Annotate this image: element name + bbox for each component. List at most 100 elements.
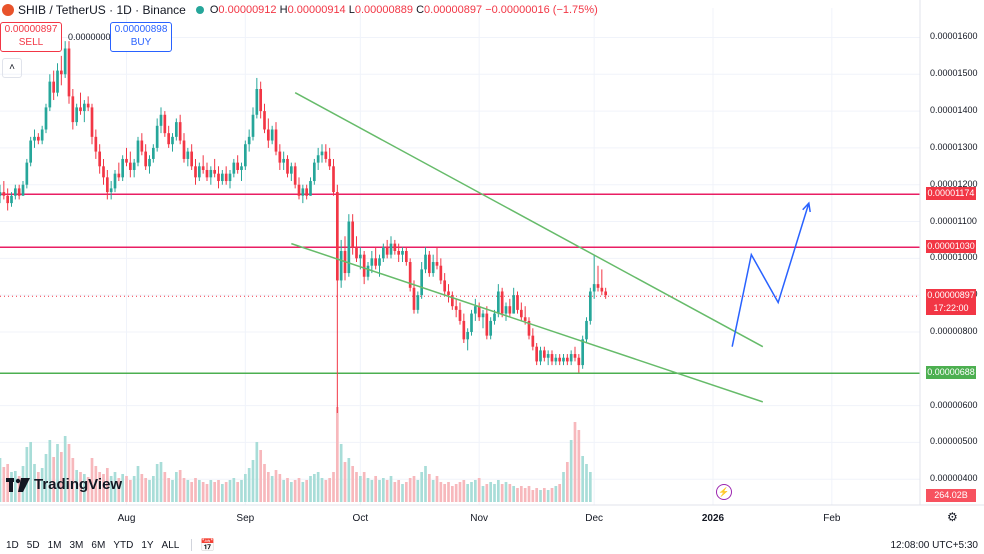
buy-price: 0.00000898: [114, 24, 168, 35]
y-tick-label: 0.00001200: [930, 178, 978, 189]
tradingview-logo[interactable]: TradingView: [6, 476, 122, 493]
volume-bar: [312, 474, 316, 502]
volume-bar: [90, 458, 94, 502]
grid: [0, 8, 920, 505]
projection-zigzag[interactable]: [731, 202, 810, 347]
candle-body: [301, 188, 305, 196]
volume-bars: [0, 407, 592, 502]
volume-bar: [316, 472, 320, 502]
y-tick-label: 0.00000400: [930, 473, 978, 484]
candle-body: [374, 258, 378, 266]
volume-bar: [278, 474, 282, 502]
volume-bar: [201, 482, 205, 502]
y-tick-label: 0.00001000: [930, 252, 978, 263]
timeframe-5d[interactable]: 5D: [26, 539, 40, 551]
volume-bar: [458, 482, 462, 502]
timeframe-all[interactable]: ALL: [161, 539, 180, 551]
volume-tag: 264.02B: [926, 489, 976, 502]
candle-body: [190, 151, 194, 167]
volume-bar: [56, 444, 59, 502]
candle-body: [0, 192, 2, 196]
candle-body: [332, 166, 335, 193]
chevron-up-icon: ˄: [9, 62, 15, 73]
timeframe-1y[interactable]: 1Y: [141, 539, 154, 551]
candle-body: [427, 254, 431, 274]
timeframe-ytd[interactable]: YTD: [113, 539, 134, 551]
candle-body: [117, 173, 121, 178]
candle-body: [355, 247, 358, 259]
volume-bar: [562, 472, 565, 502]
candle-body: [431, 262, 435, 274]
volume-bar: [573, 422, 577, 502]
volume-bar: [109, 476, 113, 502]
volume-bar: [588, 472, 592, 502]
candle-body: [86, 103, 90, 108]
candle-body: [79, 107, 82, 112]
volume-bar: [163, 472, 167, 502]
candle-body: [588, 291, 592, 321]
candle-body: [44, 107, 48, 130]
candle-body: [98, 151, 102, 167]
symbol-title[interactable]: SHIB / TetherUS · 1D · Binance: [18, 3, 186, 17]
volume-bar: [531, 490, 535, 502]
volume-bar: [431, 480, 435, 502]
candle-body: [493, 313, 496, 321]
candle-body: [243, 144, 247, 167]
volume-bar: [48, 440, 52, 502]
horizontal-levels: [0, 193, 920, 374]
lightning-icon[interactable]: ⚡: [716, 484, 732, 500]
volume-bar: [519, 486, 523, 502]
calendar-icon[interactable]: 📅: [200, 538, 216, 552]
candle-body: [136, 140, 140, 163]
buy-button[interactable]: 0.00000898 BUY: [110, 22, 172, 52]
candle-body: [167, 133, 171, 145]
settings-gear-icon[interactable]: ⚙: [947, 510, 958, 524]
timeframe-3m[interactable]: 3M: [69, 539, 84, 551]
timeframe-1d[interactable]: 1D: [6, 539, 19, 551]
candle-body: [443, 280, 447, 292]
candle-body: [10, 195, 13, 204]
wedge-trendlines: [291, 92, 764, 403]
x-tick-label: Aug: [117, 513, 136, 524]
collapse-legend-button[interactable]: ˄: [2, 58, 22, 78]
open-value: 0.00000912: [218, 4, 277, 16]
tradingview-logo-text: TradingView: [34, 476, 123, 493]
volume-bar: [75, 470, 79, 502]
clock-timezone[interactable]: 12:08:00 UTC+5:30: [890, 540, 978, 551]
trendline[interactable]: [294, 92, 764, 348]
candle-body: [585, 320, 588, 340]
candle-body: [562, 357, 565, 362]
volume-bar: [155, 464, 159, 502]
volume-bar: [496, 480, 500, 502]
volume-bar: [504, 482, 508, 502]
volume-bar: [343, 462, 347, 502]
price-tag: 0.00000688: [926, 366, 976, 380]
volume-bar: [328, 478, 332, 502]
candle-body: [289, 166, 293, 174]
volume-bar: [266, 472, 270, 502]
candle-body: [458, 309, 462, 321]
timeframe-6m[interactable]: 6M: [91, 539, 106, 551]
volume-bar: [362, 472, 366, 502]
candle-body: [6, 195, 10, 204]
sell-button[interactable]: 0.00000897 SELL: [0, 22, 62, 52]
candle-body: [420, 269, 424, 296]
candle-body: [297, 184, 301, 196]
trendline[interactable]: [291, 242, 764, 403]
volume-bar: [397, 480, 401, 502]
candle-body: [13, 188, 17, 196]
volume-bar: [385, 480, 389, 502]
volume-bar: [500, 484, 504, 502]
volume-bar: [335, 407, 339, 502]
volume-bar: [324, 480, 328, 502]
timeframe-1m[interactable]: 1M: [47, 539, 62, 551]
volume-bar: [339, 444, 343, 502]
volume-bar: [79, 472, 82, 502]
candle-body: [178, 122, 182, 141]
candle-body: [29, 140, 33, 163]
sell-label: SELL: [18, 37, 44, 48]
volume-bar: [293, 480, 297, 502]
candle-body: [527, 320, 531, 336]
candle-body: [558, 357, 562, 362]
